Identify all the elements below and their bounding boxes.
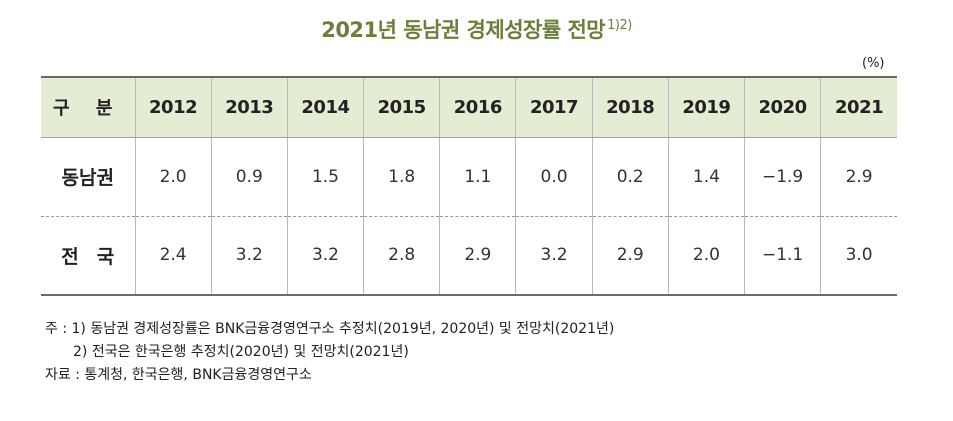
table-row: 동남권 2.0 0.9 1.5 1.8 1.1 0.0 0.2 1.4 −1.9… (41, 137, 897, 217)
table-header-row: 구 분 2012 2013 2014 2015 2016 2017 2018 2… (41, 76, 897, 138)
footnote-2: 2) 전국은 한국은행 추정치(2020년) 및 전망치(2021년) (73, 344, 409, 360)
table-cell: 2.9 (591, 216, 669, 296)
year-header: 2020 (743, 76, 821, 138)
page-title: 2021년 동남권 경제성장률 전망 1)2) (0, 14, 953, 44)
table-cell: 1.1 (439, 137, 516, 217)
title-footnote-marker: 1)2) (607, 18, 632, 33)
year-header: 2017 (515, 76, 593, 138)
table-cell: 3.2 (515, 216, 593, 296)
table-cell: 0.9 (210, 137, 288, 217)
year-header: 2018 (591, 76, 669, 138)
growth-rate-table: 구 분 2012 2013 2014 2015 2016 2017 2018 2… (41, 76, 897, 296)
row-label: 동남권 (41, 137, 135, 217)
table-cell: 3.0 (820, 216, 897, 296)
year-header: 2013 (210, 76, 288, 138)
table-cell: 2.8 (363, 216, 440, 296)
year-header: 2014 (286, 76, 364, 138)
year-header: 2015 (363, 76, 440, 138)
table-row: 전국 2.4 3.2 3.2 2.8 2.9 3.2 2.9 2.0 −1.1 … (41, 216, 897, 296)
table-cell: 2.9 (439, 216, 516, 296)
year-header: 2016 (439, 76, 516, 138)
year-header: 2019 (667, 76, 745, 138)
source-note: 자료 : 통계청, 한국은행, BNK금융경영연구소 (45, 367, 312, 383)
table-cell: 2.0 (667, 216, 745, 296)
table-cell: 2.0 (134, 137, 212, 217)
footnote-1: 주 : 1) 동남권 경제성장률은 BNK금융경영연구소 추정치(2019년, … (45, 321, 615, 337)
table-cell: 2.4 (134, 216, 212, 296)
table-cell: 0.0 (515, 137, 593, 217)
table-cell: 1.8 (363, 137, 440, 217)
table-cell: 3.2 (286, 216, 364, 296)
table-cell: 2.9 (820, 137, 897, 217)
year-header: 2012 (134, 76, 212, 138)
table-cell: −1.1 (743, 216, 821, 296)
unit-label: (%) (862, 56, 885, 71)
row-label: 전국 (41, 216, 135, 296)
table-cell: −1.9 (743, 137, 821, 217)
year-header: 2021 (820, 76, 897, 138)
footnotes: 주 : 1) 동남권 경제성장률은 BNK금융경영연구소 추정치(2019년, … (45, 318, 614, 387)
table-cell: 1.5 (286, 137, 364, 217)
header-label: 구 분 (41, 76, 135, 138)
table-cell: 3.2 (210, 216, 288, 296)
title-text: 2021년 동남권 경제성장률 전망 (321, 18, 606, 42)
table-cell: 1.4 (667, 137, 745, 217)
table-cell: 0.2 (591, 137, 669, 217)
